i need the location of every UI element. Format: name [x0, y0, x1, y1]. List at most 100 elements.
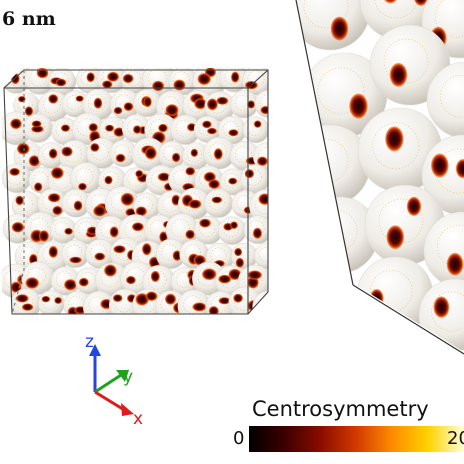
grain — [145, 165, 177, 196]
defect-patch — [446, 252, 464, 276]
defect-patch — [218, 297, 231, 305]
defect-patch — [228, 268, 242, 281]
defect-patch — [433, 296, 450, 318]
defect-patch — [113, 106, 123, 115]
defect-patch — [90, 143, 100, 152]
defect-patch — [123, 102, 134, 112]
cube-panel — [2, 68, 278, 314]
defect-patch — [190, 148, 199, 158]
defect-patch — [206, 98, 218, 111]
defect-patch — [64, 227, 73, 235]
grain — [121, 114, 151, 143]
grain — [24, 211, 58, 245]
grain — [75, 68, 104, 94]
axis-triad: z y x — [85, 332, 143, 429]
grain — [252, 290, 268, 314]
y-axis-arrow — [94, 373, 122, 394]
defect-patch — [235, 257, 245, 268]
defect-patch — [208, 179, 220, 189]
defect-patch — [268, 150, 278, 160]
defect-patch — [102, 80, 113, 89]
defect-patch — [107, 71, 120, 82]
defect-patch — [366, 303, 384, 327]
defect-patch — [120, 192, 135, 206]
defect-patch — [202, 120, 212, 129]
defect-patch — [330, 16, 349, 41]
defect-patch — [48, 94, 59, 104]
defect-patch — [257, 305, 268, 314]
x-axis-label: x — [133, 409, 143, 429]
defect-patch — [143, 96, 152, 108]
defect-patch — [413, 0, 429, 6]
defect-patch — [41, 295, 51, 303]
grain — [108, 288, 142, 314]
defect-patch — [47, 193, 61, 203]
grain — [37, 290, 65, 314]
defect-patch — [10, 118, 22, 130]
grain — [61, 90, 89, 118]
z-axis-label: z — [85, 332, 94, 352]
defect-patch — [193, 254, 206, 266]
defect-patch — [172, 250, 182, 262]
zoom-panel — [296, 0, 464, 352]
grain — [194, 165, 224, 195]
grain — [421, 134, 464, 216]
grain — [219, 168, 247, 196]
grain — [85, 239, 116, 269]
grain — [242, 116, 268, 144]
grain — [296, 0, 371, 51]
defect-patch — [115, 153, 126, 163]
defect-patch — [455, 159, 464, 179]
defect-patch — [9, 167, 20, 176]
defect-patch — [206, 127, 217, 135]
defect-patch — [197, 73, 211, 86]
defect-patch — [135, 169, 144, 178]
grain — [37, 90, 69, 122]
defect-patch — [349, 93, 368, 119]
defect-patch — [125, 275, 136, 285]
grain — [240, 164, 268, 194]
defect-patch — [267, 245, 268, 253]
defect-patch — [11, 221, 25, 233]
defect-patch — [75, 95, 84, 102]
grain — [219, 68, 249, 93]
grain — [204, 91, 236, 122]
grain — [243, 215, 268, 245]
defect-patch — [247, 100, 256, 109]
defect-patch — [230, 71, 240, 83]
defect-patch — [253, 120, 262, 128]
defect-patch — [244, 169, 255, 179]
grain — [179, 239, 209, 269]
grain — [109, 139, 138, 168]
defect-patch — [94, 252, 106, 261]
defect-patch — [48, 148, 58, 159]
defect-patch — [31, 125, 44, 133]
grain — [178, 187, 210, 220]
defect-patch — [145, 291, 158, 302]
grain — [49, 216, 77, 244]
zoom-frame — [295, 0, 464, 355]
grain — [104, 186, 140, 221]
grain — [426, 61, 464, 139]
defect-patch — [228, 177, 238, 185]
defect-patch — [228, 129, 239, 137]
defect-patch — [262, 307, 268, 314]
defect-patch — [192, 302, 207, 312]
grain — [230, 242, 258, 270]
defect-patch — [135, 293, 149, 306]
defect-patch — [21, 303, 34, 311]
defect-patch — [185, 229, 195, 240]
defect-patch — [63, 279, 77, 291]
grain — [23, 113, 53, 143]
defect-patch — [304, 173, 323, 198]
defect-patch — [52, 205, 63, 216]
defect-patch — [132, 125, 142, 134]
grain — [204, 188, 233, 218]
defect-patch — [213, 148, 223, 160]
defect-patch — [60, 124, 71, 132]
defect-patch — [112, 294, 123, 303]
grain — [237, 264, 268, 299]
defect-patch — [55, 78, 67, 87]
grain — [75, 267, 103, 295]
